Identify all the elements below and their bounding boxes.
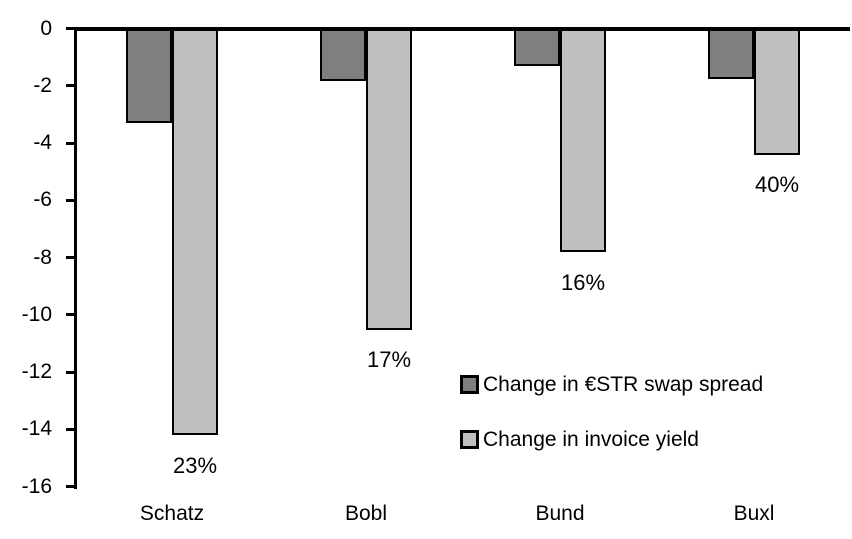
bar-invoice-yield-buxl — [754, 27, 800, 155]
bar-invoice-yield-bund — [560, 27, 606, 252]
bar-value-label: 23% — [172, 453, 218, 478]
legend-label-swap-spread: Change in €STR swap spread — [483, 373, 764, 396]
y-axis-tick — [66, 141, 76, 145]
y-axis-tick-label: -10 — [21, 303, 52, 326]
y-axis-tick — [66, 84, 76, 88]
y-axis-tick-label: -16 — [21, 475, 52, 498]
y-axis-tick-label: -2 — [33, 74, 52, 97]
legend: Change in €STR swap spread Change in inv… — [460, 374, 763, 450]
y-axis-tick-label: -4 — [33, 131, 52, 154]
x-axis-label-bobl: Bobl — [344, 502, 388, 525]
y-axis-tick — [66, 256, 76, 259]
bar-invoice-yield-schatz — [172, 27, 218, 435]
bar-value-label: 40% — [754, 172, 800, 197]
y-axis-tick-label: -14 — [21, 417, 52, 440]
y-axis-tick-label: -6 — [33, 188, 52, 211]
bar-swap-spread-bobl — [320, 27, 366, 81]
y-axis-tick — [66, 313, 76, 317]
bar-swap-spread-schatz — [126, 27, 172, 123]
y-axis-tick — [66, 370, 76, 374]
x-axis-label-buxl: Buxl — [733, 502, 775, 525]
bar-swap-spread-buxl — [708, 27, 754, 79]
y-axis-tick-label: -12 — [21, 360, 52, 383]
invoice-yield-swatch-icon — [460, 430, 479, 449]
y-axis-tick-label: 0 — [40, 17, 52, 40]
x-axis-label-schatz: Schatz — [139, 502, 205, 525]
bar-value-label: 17% — [366, 347, 412, 372]
y-axis-tick — [66, 427, 76, 431]
bar-invoice-yield-bobl — [366, 27, 412, 330]
bar-value-label: 16% — [560, 270, 606, 295]
x-axis-label-bund: Bund — [535, 502, 585, 525]
y-axis-tick-label: -8 — [33, 246, 52, 269]
y-axis-tick — [66, 27, 76, 30]
x-axis-zero-line — [74, 26, 850, 31]
legend-item-swap-spread: Change in €STR swap spread — [460, 374, 763, 395]
y-axis-tick — [66, 198, 76, 202]
swap-spread-swatch-icon — [460, 375, 479, 394]
legend-item-invoice-yield: Change in invoice yield — [460, 429, 763, 450]
y-axis-tick — [66, 485, 76, 488]
bar-swap-spread-bund — [514, 27, 560, 66]
legend-label-invoice-yield: Change in invoice yield — [483, 428, 699, 451]
